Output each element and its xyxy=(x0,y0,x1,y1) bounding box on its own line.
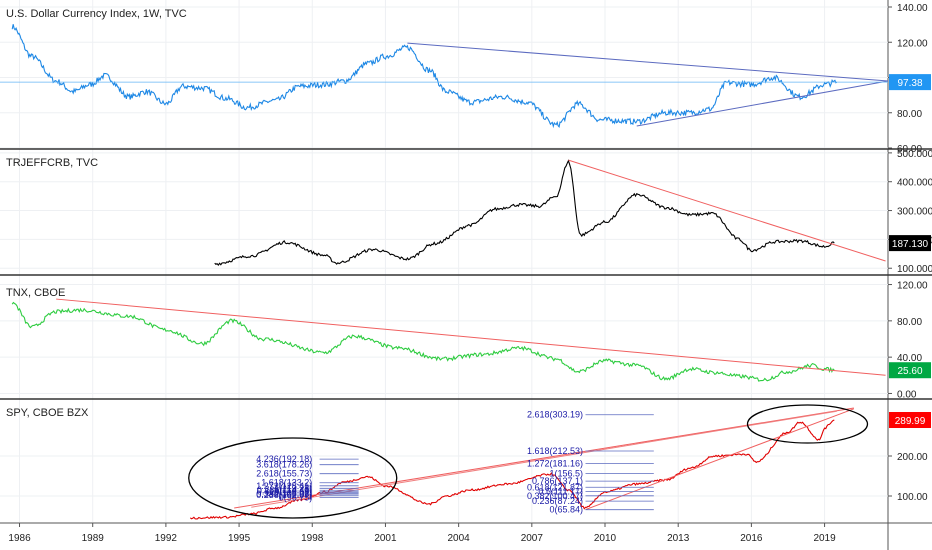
fib-level-label: 1.272(125.41) xyxy=(256,481,312,491)
y-tick-label: 80.00 xyxy=(897,317,922,328)
panel-3[interactable]: 120.00 80.00 40.00 0.00 TNX, CBOE 25.60 xyxy=(0,281,931,401)
y-tick-label: 140.00 xyxy=(897,3,928,14)
fib-level-label: 0.382(100.47) xyxy=(527,491,583,501)
last-value-label: 289.99 xyxy=(895,416,926,427)
fib-level-label: 0.5(108.02) xyxy=(266,488,312,498)
x-tick-label: 1998 xyxy=(301,533,324,544)
trend-line[interactable] xyxy=(568,159,886,262)
series-line[interactable] xyxy=(11,301,835,382)
trend-line[interactable] xyxy=(636,80,889,127)
x-tick-label: 2019 xyxy=(813,533,836,544)
y-tick-label: 100.000 xyxy=(897,264,932,275)
x-tick-label: 2001 xyxy=(374,533,397,544)
panel-4[interactable]: 200.00 100.00 SPY, CBOE BZX 289.99 xyxy=(0,407,931,520)
fib-level-label: 2.618(303.19) xyxy=(527,410,583,420)
fib-level-label: 0.382(105.36) xyxy=(256,489,312,499)
x-tick-label: 2004 xyxy=(448,533,471,544)
fib-level-label: 0.236(102.07) xyxy=(256,490,312,500)
series-line[interactable] xyxy=(214,159,835,266)
fib-level-label: 0.236(87.24) xyxy=(532,496,583,506)
y-tick-label: 120.00 xyxy=(897,38,928,49)
panel-title: U.S. Dollar Currency Index, 1W, TVC xyxy=(6,8,187,20)
y-tick-label: 0.00 xyxy=(897,389,917,400)
fib-level-label: 0.618(110.68) xyxy=(257,487,312,497)
x-grid xyxy=(19,0,826,522)
panel-title: SPY, CBOE BZX xyxy=(6,407,89,419)
x-tick-label: 2010 xyxy=(594,533,617,544)
trend-line[interactable] xyxy=(56,298,886,376)
fib-level-label: 0.786(114.46) xyxy=(257,485,312,495)
x-tick-label: 1995 xyxy=(228,533,251,544)
x-tick-label: 1992 xyxy=(155,533,178,544)
series-line[interactable] xyxy=(11,24,838,129)
annotation-ellipse[interactable] xyxy=(746,404,869,444)
trend-line[interactable] xyxy=(585,408,855,511)
y-tick-label: 400.000 xyxy=(897,178,932,189)
fib-level-label: 1.618(212.53) xyxy=(527,446,583,456)
fib-level-label: 3.618(178.26) xyxy=(256,460,312,470)
y-tick-label: 100.00 xyxy=(897,492,928,503)
last-value-badge xyxy=(889,412,931,429)
fib-level-label: 1(156.5) xyxy=(550,468,584,478)
fib-level-label: 0.5(111.17) xyxy=(538,487,583,497)
fib-level-label: 1(119.28) xyxy=(274,483,312,493)
y-tick-label: 500.000 xyxy=(897,149,932,160)
fib-level-label: 4.236(192.18) xyxy=(256,454,312,464)
y-tick-label: 300.000 xyxy=(897,207,932,218)
annotation-ellipse[interactable] xyxy=(188,437,398,519)
last-value-badge xyxy=(889,74,931,91)
last-value-badge xyxy=(889,362,931,379)
last-value-badge xyxy=(889,235,931,252)
fib-level-label: 0(65.84) xyxy=(550,505,584,515)
fib-extension-right[interactable]: 2.618(303.19) 1.618(212.53) 1.272(181.16)1… xyxy=(527,410,654,515)
last-value-label: 25.60 xyxy=(897,366,922,377)
series-line[interactable] xyxy=(189,419,835,520)
x-tick-label: 2013 xyxy=(667,533,690,544)
fib-level-label: 0.786(137.1) xyxy=(532,476,583,486)
x-axis[interactable]: 1986 1989 1992 1995 1998 2001 2004 2007 2010 2013… xyxy=(0,522,932,544)
x-tick-label: 1989 xyxy=(82,533,105,544)
y-tick-label: 200.00 xyxy=(897,452,928,463)
fib-level-label: 1.618(133.2) xyxy=(261,478,312,488)
fib-extension-left[interactable]: 4.236(192.18)3.618(178.26)2.618(155.73)1… xyxy=(256,454,359,502)
trend-line[interactable] xyxy=(407,42,889,82)
panel-title: TNX, CBOE xyxy=(6,287,65,299)
fib-level-label: 0.618(121.87) xyxy=(527,482,583,492)
x-tick-label: 1986 xyxy=(8,533,31,544)
y-tick-label: 80.00 xyxy=(897,109,922,120)
x-tick-label: 2007 xyxy=(521,533,544,544)
fib-level-label: 1.272(181.16) xyxy=(527,459,583,469)
panel-2[interactable]: 500.000400.000300.000200.000100.000TRJEF… xyxy=(0,149,932,275)
fib-level-label: 0(96.75) xyxy=(279,492,313,502)
panel-title: TRJEFFCRB, TVC xyxy=(6,157,98,169)
y-tick-label: 40.00 xyxy=(897,353,922,364)
last-value-label: 187.130 xyxy=(892,239,929,250)
last-value-label: 97.38 xyxy=(897,78,922,89)
fib-level-label: 2.618(155.73) xyxy=(256,469,312,479)
trend-line[interactable] xyxy=(251,410,837,508)
x-tick-label: 2016 xyxy=(740,533,763,544)
y-tick-label: 120.00 xyxy=(897,281,928,292)
